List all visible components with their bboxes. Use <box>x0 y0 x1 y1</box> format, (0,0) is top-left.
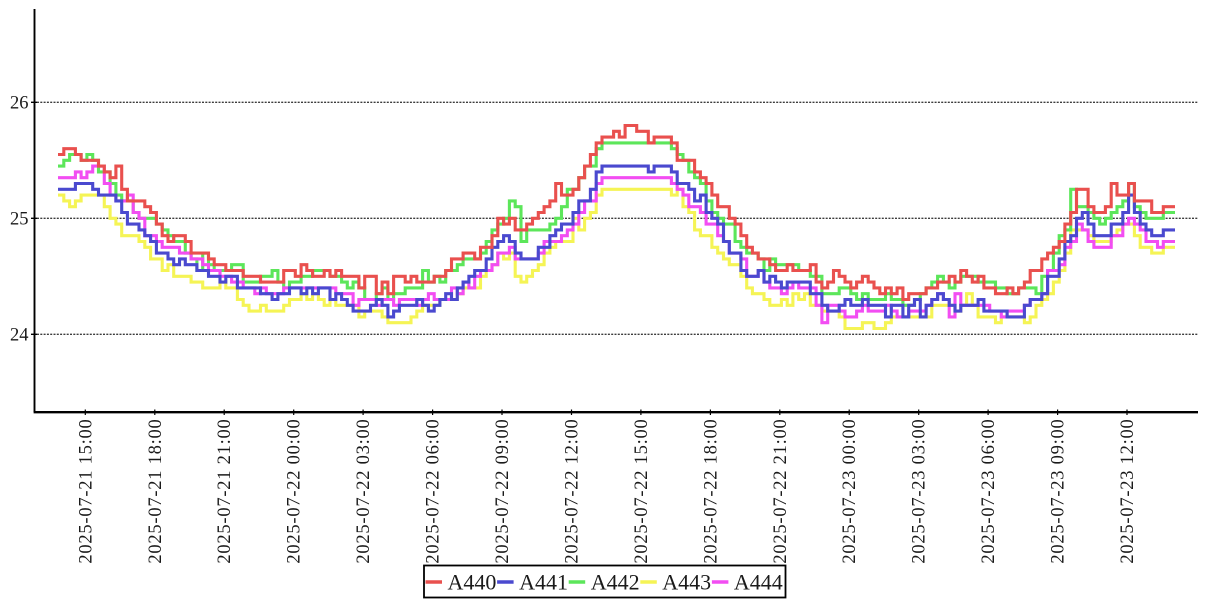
svg-text:A442: A442 <box>591 570 640 595</box>
svg-text:2025-07-21 18:00: 2025-07-21 18:00 <box>146 419 166 564</box>
svg-text:2025-07-23 06:00: 2025-07-23 06:00 <box>979 419 999 564</box>
svg-text:A443: A443 <box>662 570 711 595</box>
svg-text:A441: A441 <box>519 570 568 595</box>
svg-text:2025-07-23 09:00: 2025-07-23 09:00 <box>1049 419 1069 564</box>
svg-text:25: 25 <box>10 210 29 230</box>
svg-text:2025-07-22 03:00: 2025-07-22 03:00 <box>354 419 374 564</box>
svg-text:2025-07-22 21:00: 2025-07-22 21:00 <box>771 419 791 564</box>
svg-text:2025-07-22 00:00: 2025-07-22 00:00 <box>285 419 305 564</box>
svg-text:2025-07-23 00:00: 2025-07-23 00:00 <box>840 419 860 564</box>
svg-text:2025-07-22 06:00: 2025-07-22 06:00 <box>424 419 444 564</box>
svg-text:A444: A444 <box>734 570 783 595</box>
svg-text:A440: A440 <box>448 570 497 595</box>
svg-text:2025-07-21 21:00: 2025-07-21 21:00 <box>215 419 235 564</box>
svg-text:2025-07-21 15:00: 2025-07-21 15:00 <box>76 419 96 564</box>
svg-text:2025-07-22 18:00: 2025-07-22 18:00 <box>701 419 721 564</box>
svg-text:2025-07-22 09:00: 2025-07-22 09:00 <box>493 419 513 564</box>
svg-text:2025-07-22 15:00: 2025-07-22 15:00 <box>632 419 652 564</box>
svg-text:2025-07-23 03:00: 2025-07-23 03:00 <box>910 419 930 564</box>
svg-text:24: 24 <box>10 326 29 346</box>
svg-text:26: 26 <box>10 94 29 114</box>
svg-text:2025-07-22 12:00: 2025-07-22 12:00 <box>563 419 583 564</box>
svg-text:2025-07-23 12:00: 2025-07-23 12:00 <box>1118 419 1138 564</box>
